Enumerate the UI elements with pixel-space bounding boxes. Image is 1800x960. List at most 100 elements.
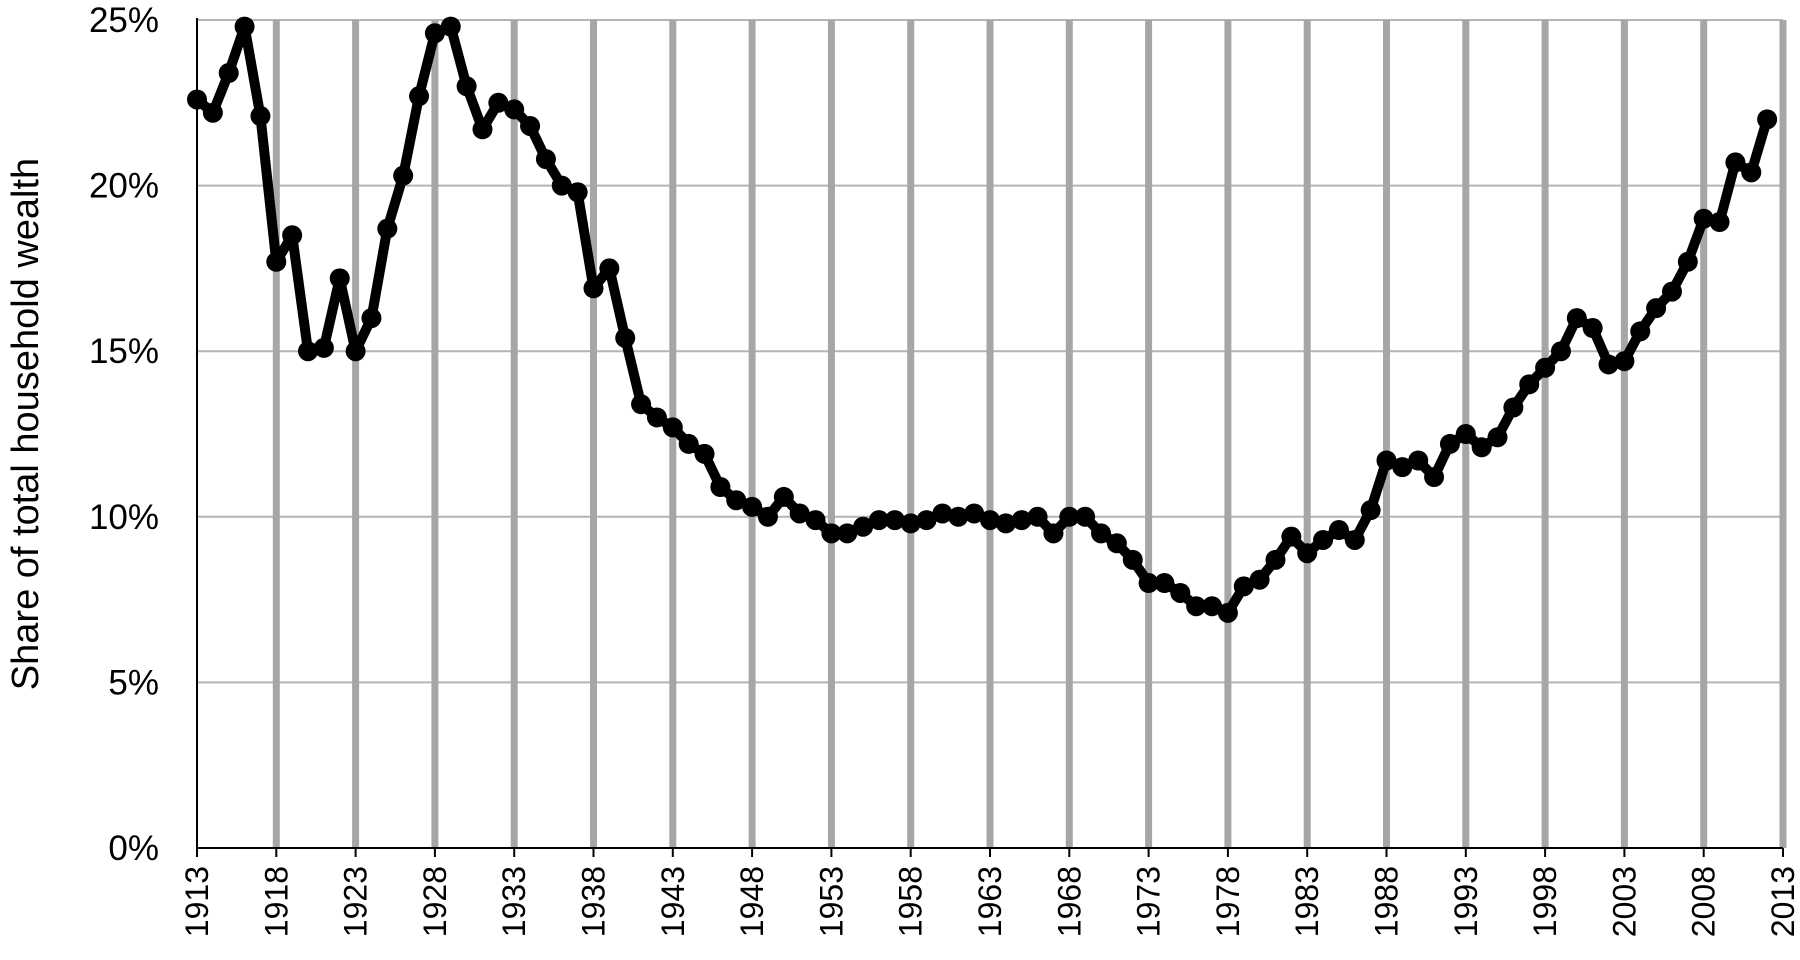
data-point bbox=[1550, 341, 1571, 362]
data-point bbox=[456, 76, 477, 97]
data-point bbox=[615, 327, 636, 348]
data-point bbox=[551, 175, 572, 196]
x-tick-label: 2013 bbox=[1765, 866, 1800, 937]
x-tick-label: 1948 bbox=[734, 866, 770, 937]
y-tick-label: 15% bbox=[89, 332, 159, 371]
data-point bbox=[1661, 281, 1682, 302]
data-point bbox=[1424, 467, 1445, 488]
data-point bbox=[948, 506, 969, 527]
data-point bbox=[1582, 318, 1603, 339]
data-point bbox=[1741, 162, 1762, 183]
x-tick-label: 2008 bbox=[1686, 866, 1722, 937]
y-tick-labels: 0% 5% 10% 15% 20% 25% bbox=[89, 1, 159, 868]
data-point bbox=[1614, 351, 1635, 372]
data-point bbox=[1170, 582, 1191, 603]
data-point bbox=[234, 16, 255, 37]
data-point bbox=[202, 102, 223, 123]
data-point bbox=[868, 510, 889, 531]
x-tick-label: 1988 bbox=[1369, 866, 1405, 937]
data-point bbox=[853, 516, 874, 537]
data-point bbox=[1217, 602, 1238, 623]
data-point bbox=[1709, 212, 1730, 233]
x-tick-label: 2003 bbox=[1606, 866, 1642, 937]
data-point bbox=[599, 258, 620, 279]
x-tick-label: 1938 bbox=[576, 866, 612, 937]
data-point bbox=[631, 394, 652, 415]
data-point bbox=[821, 523, 842, 544]
data-point bbox=[964, 503, 985, 524]
x-tick-label: 1913 bbox=[179, 866, 215, 937]
y-tick-label: 25% bbox=[89, 1, 159, 40]
data-point bbox=[187, 89, 207, 110]
data-point bbox=[789, 503, 810, 524]
data-point bbox=[1408, 450, 1429, 471]
data-point bbox=[932, 503, 953, 524]
data-point bbox=[1043, 523, 1064, 544]
x-tick-label: 1978 bbox=[1210, 866, 1246, 937]
data-point bbox=[393, 165, 414, 186]
data-point bbox=[916, 510, 937, 531]
x-tick-label: 1928 bbox=[417, 866, 453, 937]
y-tick-label: 20% bbox=[89, 167, 159, 206]
data-point bbox=[504, 99, 525, 120]
y-tick-label: 10% bbox=[89, 498, 159, 537]
data-point bbox=[1059, 506, 1080, 527]
data-point bbox=[1535, 357, 1556, 378]
data-point bbox=[742, 496, 763, 517]
data-point bbox=[726, 490, 747, 511]
x-tick-label: 1918 bbox=[258, 866, 294, 937]
data-point bbox=[1122, 549, 1143, 570]
x-tick-label: 1933 bbox=[496, 866, 532, 937]
data-point bbox=[520, 115, 541, 136]
data-point bbox=[1725, 152, 1746, 173]
data-point bbox=[1027, 506, 1048, 527]
data-point bbox=[488, 92, 509, 113]
axes bbox=[196, 18, 1784, 857]
x-tick-label: 1968 bbox=[1051, 866, 1087, 937]
data-point bbox=[409, 86, 430, 107]
data-point bbox=[361, 308, 382, 329]
data-point bbox=[837, 523, 858, 544]
data-point bbox=[1471, 437, 1492, 458]
data-point bbox=[218, 62, 239, 83]
data-point bbox=[1392, 457, 1413, 478]
x-tick-label: 1923 bbox=[338, 866, 374, 937]
data-point bbox=[694, 443, 715, 464]
data-point bbox=[1313, 529, 1334, 550]
x-tick-label: 1943 bbox=[655, 866, 691, 937]
data-point bbox=[1281, 526, 1302, 547]
data-point bbox=[472, 119, 493, 140]
data-point bbox=[345, 341, 366, 362]
data-point bbox=[1091, 523, 1112, 544]
data-point bbox=[583, 278, 604, 299]
data-point bbox=[884, 510, 905, 531]
data-point bbox=[805, 510, 826, 531]
y-tick-label: 5% bbox=[108, 663, 159, 702]
x-tick-label: 1963 bbox=[972, 866, 1008, 937]
data-point bbox=[1630, 321, 1651, 342]
data-point bbox=[773, 486, 794, 507]
data-point bbox=[1646, 298, 1667, 319]
data-point bbox=[980, 510, 1000, 531]
data-point bbox=[1328, 520, 1349, 541]
data-point bbox=[1249, 569, 1270, 590]
data-point bbox=[1265, 549, 1286, 570]
data-point bbox=[1075, 506, 1096, 527]
data-point bbox=[1439, 433, 1460, 454]
data-point bbox=[1297, 543, 1318, 564]
data-point bbox=[1106, 533, 1127, 554]
data-point bbox=[250, 106, 271, 127]
gridlines bbox=[197, 19, 1787, 848]
data-point bbox=[1233, 576, 1254, 597]
x-tick-label: 1953 bbox=[813, 866, 849, 937]
y-tick-label: 0% bbox=[108, 829, 159, 868]
data-point bbox=[1138, 573, 1159, 594]
data-point bbox=[1487, 427, 1508, 448]
data-point bbox=[995, 513, 1016, 534]
data-point bbox=[282, 225, 303, 246]
data-point bbox=[1519, 374, 1540, 395]
data-point bbox=[1455, 424, 1476, 444]
data-point bbox=[757, 506, 778, 527]
